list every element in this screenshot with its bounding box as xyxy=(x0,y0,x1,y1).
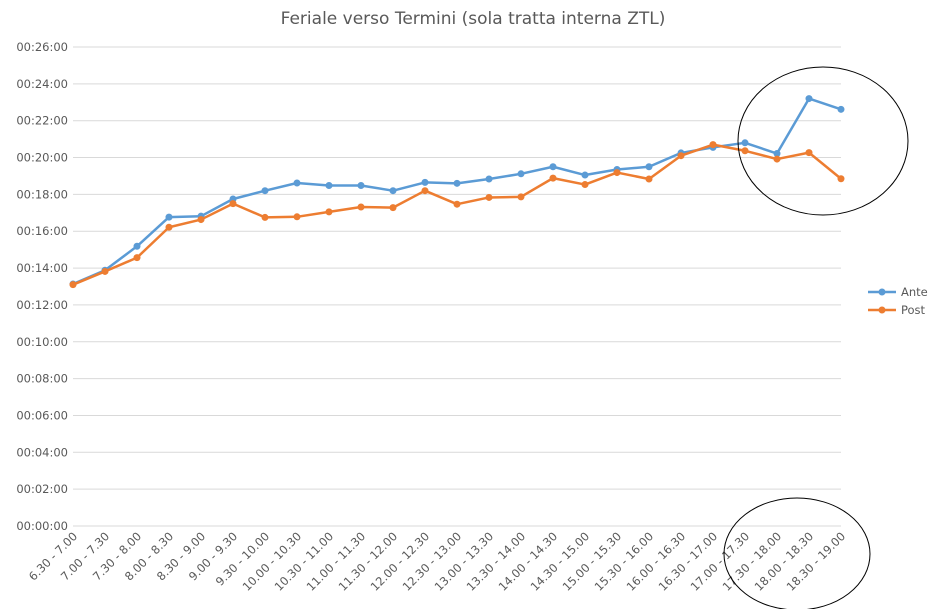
legend-item-post: Post xyxy=(868,303,926,317)
series-ante xyxy=(69,95,845,288)
data-point-ante xyxy=(293,179,301,187)
data-point-post xyxy=(677,152,685,160)
data-point-post xyxy=(453,200,461,208)
data-point-ante xyxy=(133,242,141,250)
data-point-post xyxy=(549,174,557,182)
data-point-ante xyxy=(837,105,845,113)
legend: Ante Post xyxy=(868,285,928,317)
data-point-post xyxy=(837,175,845,183)
y-tick-label: 00:20:00 xyxy=(16,151,68,165)
data-point-post xyxy=(709,141,717,149)
data-point-ante xyxy=(741,139,749,147)
y-tick-label: 00:22:00 xyxy=(16,114,68,128)
data-point-post xyxy=(197,216,205,224)
legend-swatch-marker xyxy=(878,306,886,314)
data-point-post xyxy=(389,204,397,212)
annotations xyxy=(723,66,909,611)
legend-label: Post xyxy=(901,303,926,317)
data-point-post xyxy=(229,200,237,208)
legend-label: Ante xyxy=(901,285,928,299)
y-tick-label: 00:06:00 xyxy=(16,408,68,422)
data-point-ante xyxy=(389,187,397,195)
series-layer xyxy=(69,95,845,289)
y-tick-label: 00:12:00 xyxy=(16,298,68,312)
data-point-post xyxy=(165,223,173,231)
y-tick-label: 00:04:00 xyxy=(16,445,68,459)
data-point-ante xyxy=(453,179,461,187)
data-point-post xyxy=(517,193,525,201)
y-tick-label: 00:08:00 xyxy=(16,372,68,386)
data-point-ante xyxy=(517,170,525,178)
data-point-ante xyxy=(581,171,589,179)
data-point-post xyxy=(69,281,77,289)
data-point-post xyxy=(325,208,333,216)
data-point-post xyxy=(101,267,109,275)
series-line-post xyxy=(71,143,843,286)
data-point-ante xyxy=(645,163,653,171)
y-tick-label: 00:14:00 xyxy=(16,261,68,275)
data-point-ante xyxy=(325,181,333,189)
y-axis-tick-labels: 00:00:00 00:02:00 00:04:00 00:06:00 00:08:00… xyxy=(16,40,68,533)
y-tick-label: 00:18:00 xyxy=(16,187,68,201)
data-point-post xyxy=(421,187,429,195)
annotation-ellipse-upper xyxy=(737,66,909,216)
y-tick-label: 00:16:00 xyxy=(16,224,68,238)
data-point-ante xyxy=(165,213,173,221)
chart-title: Feriale verso Termini (sola tratta inter… xyxy=(281,9,666,29)
data-point-post xyxy=(133,254,141,262)
data-point-ante xyxy=(261,187,269,195)
data-point-ante xyxy=(773,150,781,158)
gridlines xyxy=(73,46,841,527)
series-post xyxy=(69,141,845,289)
y-tick-label: 00:26:00 xyxy=(16,40,68,54)
legend-item-ante: Ante xyxy=(868,285,928,299)
y-tick-label: 00:10:00 xyxy=(16,335,68,349)
data-point-ante xyxy=(357,181,365,189)
data-point-post xyxy=(293,213,301,221)
data-point-post xyxy=(581,181,589,189)
series-line-ante xyxy=(71,97,843,286)
legend-swatch-marker xyxy=(878,288,886,296)
data-point-post xyxy=(805,149,813,157)
data-point-ante xyxy=(549,163,557,171)
data-point-ante xyxy=(421,178,429,186)
data-point-ante xyxy=(805,95,813,103)
data-point-post xyxy=(357,203,365,211)
data-point-post xyxy=(261,213,269,221)
y-tick-label: 00:02:00 xyxy=(16,482,68,496)
data-point-post xyxy=(645,175,653,183)
data-point-post xyxy=(485,193,493,201)
y-tick-label: 00:00:00 xyxy=(16,519,68,533)
data-point-post xyxy=(613,169,621,177)
data-point-post xyxy=(773,155,781,163)
data-point-post xyxy=(741,147,749,155)
data-point-ante xyxy=(485,175,493,183)
y-tick-label: 00:24:00 xyxy=(16,77,68,91)
